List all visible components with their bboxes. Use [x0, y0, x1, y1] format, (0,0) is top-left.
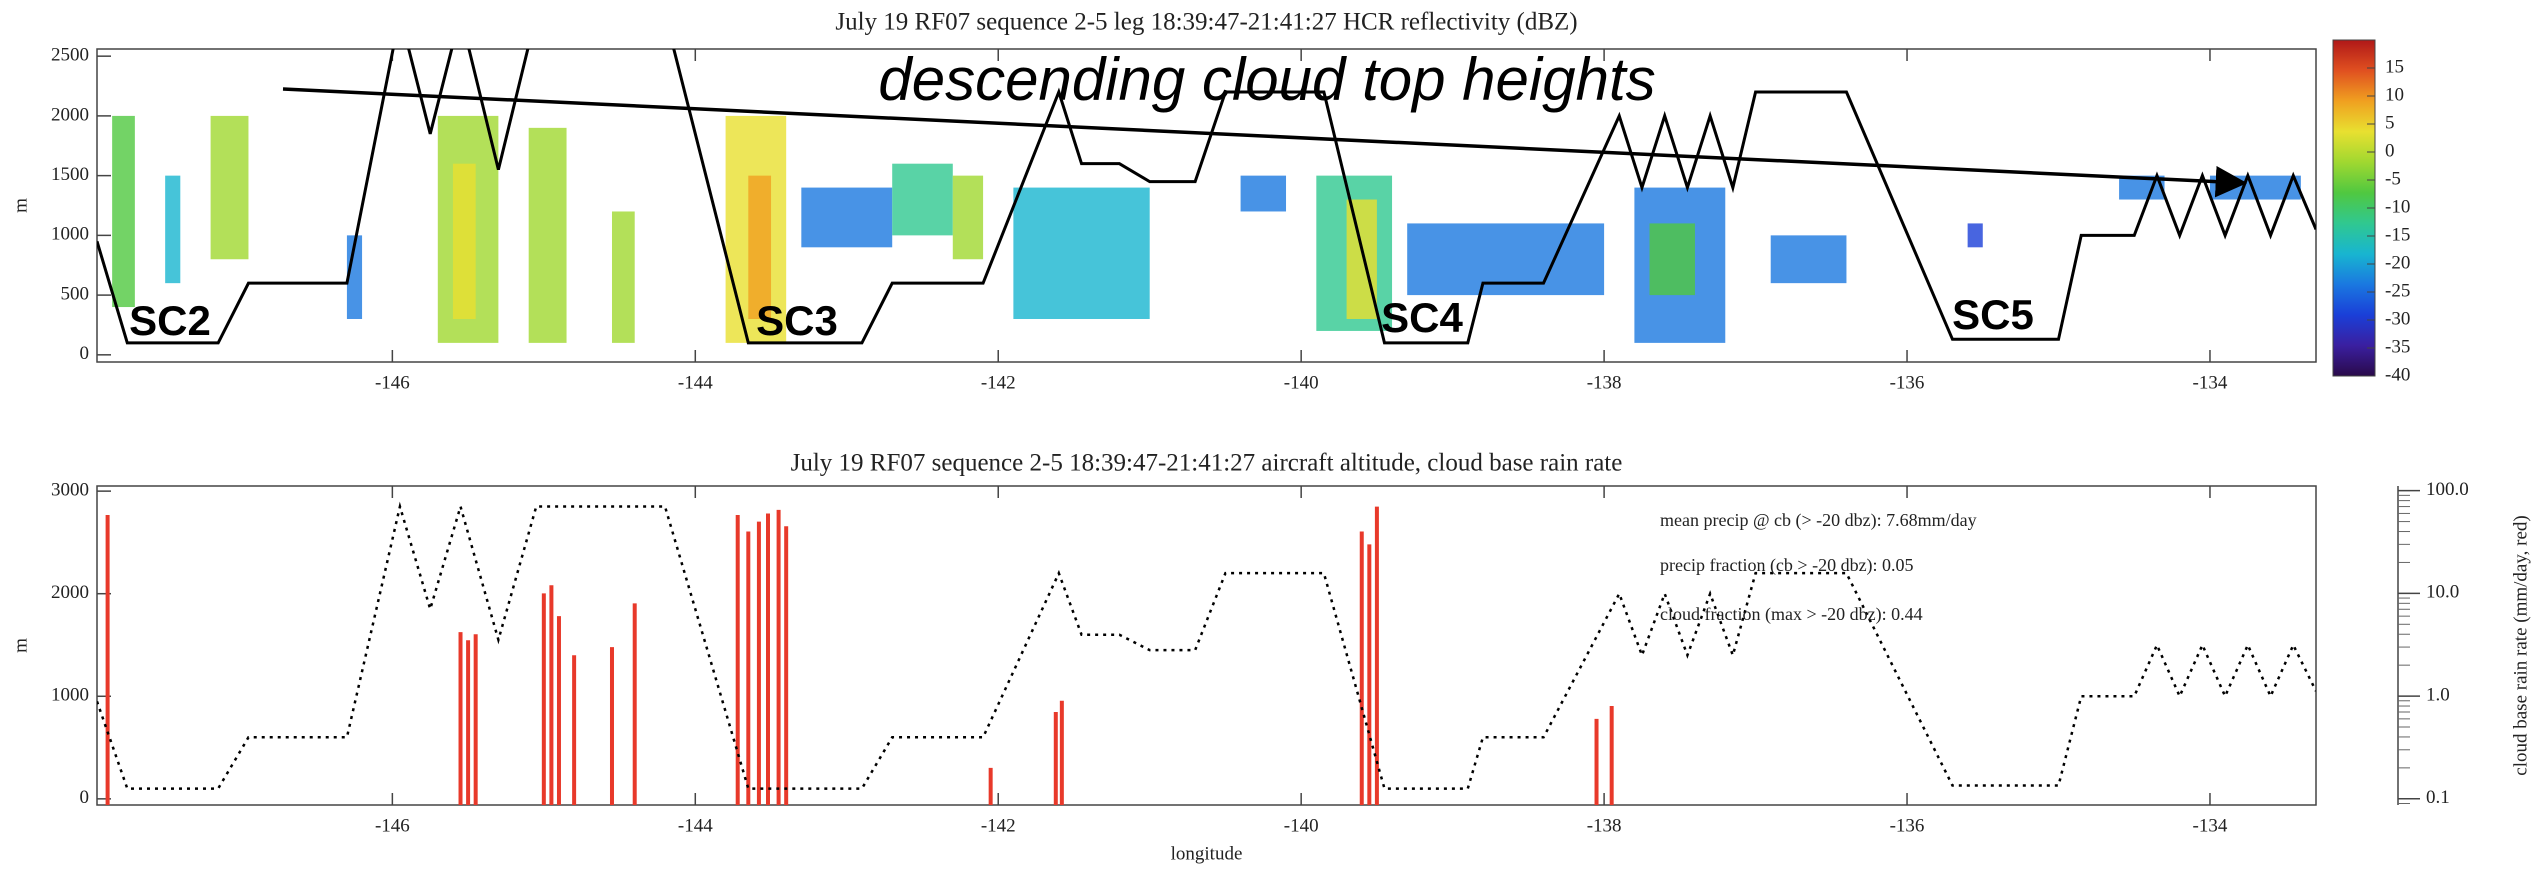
y-tick-label: 1000 — [51, 685, 89, 706]
reflectivity-echo — [1240, 175, 1287, 212]
y2-tick-label: 1.0 — [2426, 684, 2450, 705]
x-tick-label: -144 — [678, 372, 713, 393]
annotation-arrow — [282, 87, 2248, 198]
y-tick-label: 1500 — [51, 164, 89, 185]
x-tick-label: -146 — [375, 372, 410, 393]
colorbar-label: 5 — [2385, 112, 2395, 133]
reflectivity-echo — [452, 163, 476, 319]
colorbar-label: 10 — [2385, 84, 2404, 105]
colorbar-label: 0 — [2385, 140, 2395, 161]
reflectivity-echo — [1346, 199, 1377, 319]
altitude-line — [97, 501, 2316, 790]
x-tick-label: -136 — [1890, 815, 1925, 836]
reflectivity-echo — [528, 127, 567, 343]
colorbar-label: 15 — [2385, 56, 2404, 77]
y-tick-label: 3000 — [51, 479, 89, 500]
x-tick-label: -146 — [375, 815, 410, 836]
x-tick-label: -136 — [1890, 372, 1925, 393]
x-tick-label: -138 — [1587, 815, 1622, 836]
reflectivity-echo — [801, 187, 893, 248]
x-tick-label: -140 — [1284, 372, 1319, 393]
colorbar-label: -35 — [2385, 336, 2410, 357]
y2-tick-label: 0.1 — [2426, 787, 2450, 808]
reflectivity-echo — [1649, 223, 1695, 296]
annotation: descending cloud top heights — [878, 46, 1655, 113]
case-label: SC3 — [756, 297, 838, 344]
reflectivity-echo — [1967, 223, 1983, 248]
colorbar-label: -30 — [2385, 308, 2410, 329]
colorbar-label: -5 — [2385, 168, 2401, 189]
colorbar-label: -20 — [2385, 252, 2410, 273]
reflectivity-echo — [1013, 187, 1150, 319]
reflectivity-echo — [112, 115, 135, 308]
y2-tick-label: 100.0 — [2426, 479, 2469, 500]
y-tick-label: 1000 — [51, 224, 89, 245]
x-tick-label: -140 — [1284, 815, 1319, 836]
chart-title: July 19 RF07 sequence 2-5 leg 18:39:47-2… — [835, 9, 1577, 36]
x-tick-label: -144 — [678, 815, 713, 836]
x-tick-label: -134 — [2193, 815, 2228, 836]
colorbar-label: -40 — [2385, 364, 2410, 385]
chart-title: July 19 RF07 sequence 2-5 18:39:47-21:41… — [791, 450, 1623, 477]
x-tick-label: -142 — [981, 372, 1016, 393]
reflectivity-echo — [892, 163, 953, 236]
case-label: SC5 — [1952, 291, 2034, 338]
x-axis-label: longitude — [1171, 843, 1243, 864]
reflectivity-echo — [1770, 235, 1847, 284]
plot-frame — [96, 485, 2317, 806]
reflectivity-echo — [952, 175, 984, 260]
y-tick-label: 2000 — [51, 104, 89, 125]
stat-text: mean precip @ cb (> -20 dbz): 7.68mm/day — [1660, 510, 1977, 531]
colorbar-label: -25 — [2385, 280, 2410, 301]
plot-frame — [96, 48, 2317, 363]
reflectivity-echo — [210, 115, 249, 260]
y-tick-label: 2500 — [51, 45, 89, 66]
colorbar-label: -10 — [2385, 196, 2410, 217]
y-tick-label: 2000 — [51, 582, 89, 603]
y-axis-label: m — [10, 198, 31, 213]
x-tick-label: -134 — [2193, 372, 2228, 393]
y-tick-label: 0 — [80, 343, 90, 364]
colorbar-label: -15 — [2385, 224, 2410, 245]
reflectivity-echo — [611, 211, 635, 343]
case-label: SC4 — [1381, 294, 1463, 341]
y-tick-label: 0 — [80, 787, 90, 808]
stat-text: cloud fraction (max > -20 dbz): 0.44 — [1660, 604, 1923, 625]
y2-axis-label: cloud base rain rate (mm/day, red) — [2510, 515, 2531, 775]
x-tick-label: -138 — [1587, 372, 1622, 393]
y-tick-label: 500 — [61, 283, 90, 304]
y-axis-label: m — [10, 638, 31, 653]
y2-tick-label: 10.0 — [2426, 582, 2459, 603]
stat-text: precip fraction (cb > -20 dbz): 0.05 — [1660, 555, 1914, 576]
case-label: SC2 — [129, 297, 211, 344]
altitude-line — [97, 49, 2316, 345]
x-tick-label: -142 — [981, 815, 1016, 836]
reflectivity-echo — [748, 175, 772, 319]
reflectivity-echo — [165, 175, 181, 284]
